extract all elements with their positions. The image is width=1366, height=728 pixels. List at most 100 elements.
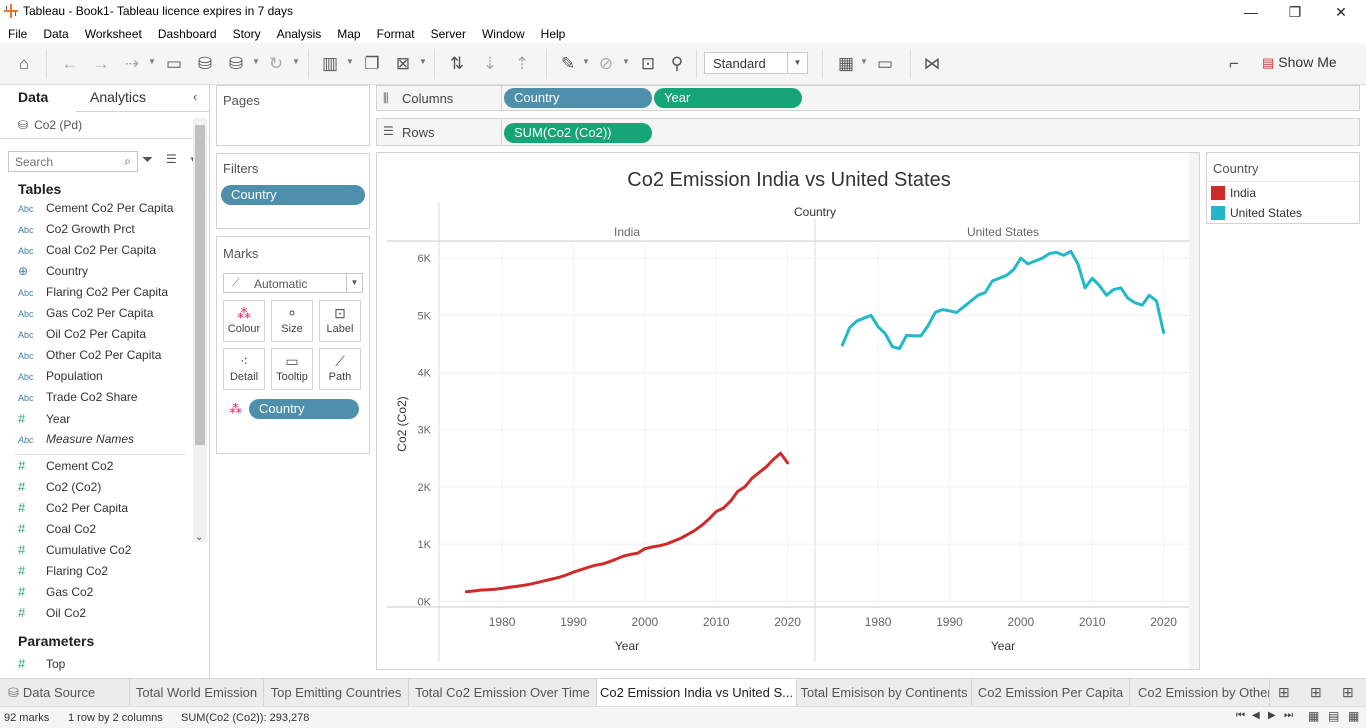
label-button[interactable]: ⊡ Label [319, 300, 361, 342]
measure-field[interactable]: # Oil Co2 [18, 605, 188, 626]
dimension-field[interactable]: Abc Trade Co2 Share [18, 390, 188, 411]
measure-field[interactable]: # Cumulative Co2 [18, 542, 188, 563]
pin-icon[interactable]: ⚲ [670, 54, 684, 73]
refresh-icon[interactable]: ↻ [268, 54, 284, 73]
menu-server[interactable]: Server [430, 27, 466, 41]
tooltip-button[interactable]: ▭ Tooltip [271, 348, 313, 390]
chevron-down-icon[interactable]: ▼ [582, 57, 590, 66]
tab-total-emission-by-continents[interactable]: Total Emisison by Continents [797, 679, 972, 707]
scroll-down-icon[interactable]: ⌄ [195, 532, 204, 543]
menu-map[interactable]: Map [337, 27, 361, 41]
tab-analytics[interactable]: Analytics [90, 89, 147, 105]
dimension-field[interactable]: Abc Other Co2 Per Capita [18, 348, 188, 369]
viz-scrollbar[interactable] [1189, 153, 1199, 669]
legend-item-united-states[interactable]: United States [1211, 206, 1302, 220]
tab-co2-per-capita[interactable]: Co2 Emission Per Capita [972, 679, 1130, 707]
chevron-down-icon[interactable]: ▼ [860, 57, 868, 66]
swap-axes-icon[interactable]: ⇅ [449, 54, 465, 73]
dimension-field[interactable]: Abc Cement Co2 Per Capita [18, 201, 188, 222]
line-chart[interactable]: Co2 Emission India vs United States Coun… [377, 153, 1199, 669]
search-field[interactable]: ⌕ [8, 151, 138, 172]
tab-co2-india-vs-us[interactable]: Co2 Emission India vs United S... [597, 679, 797, 707]
previous-sheet-icon[interactable]: ◀ [1252, 710, 1260, 721]
group-icon[interactable]: ⊘ [598, 54, 614, 73]
menu-file[interactable]: File [8, 27, 28, 41]
dimension-field[interactable]: Abc Coal Co2 Per Capita [18, 243, 188, 264]
new-worksheet-icon[interactable]: ⊞ [1278, 684, 1290, 700]
rows-shelf[interactable]: ☰ Rows SUM(Co2 (Co2)) [376, 118, 1360, 146]
chevron-down-icon[interactable]: ▼ [148, 57, 156, 66]
grid-view-icon[interactable]: ▦ [1348, 709, 1360, 723]
measure-field[interactable]: # Flaring Co2 [18, 563, 188, 584]
mark-type-select[interactable]: ⟋ Automatic ▼ [223, 273, 363, 293]
datasource-item[interactable]: ⛁ Co2 (Pd) [18, 118, 82, 132]
paint-roller-icon[interactable]: ⌐ [1229, 54, 1239, 73]
rows-pill-sum-co2[interactable]: SUM(Co2 (Co2)) [504, 123, 652, 143]
dimension-field[interactable]: Abc Population [18, 369, 188, 390]
dimension-field[interactable]: Abc Oil Co2 Per Capita [18, 327, 188, 348]
tab-co2-by-other[interactable]: Co2 Emission by Other F [1130, 679, 1270, 707]
chevron-down-icon[interactable]: ▼ [189, 155, 197, 164]
menu-data[interactable]: Data [43, 27, 69, 41]
presentation-icon[interactable]: ▭ [876, 54, 894, 73]
pages-card[interactable]: Pages [216, 85, 370, 146]
measure-field[interactable]: # Co2 (Co2) [18, 479, 188, 500]
visualization-area[interactable]: Co2 Emission India vs United States Coun… [376, 152, 1200, 670]
size-button[interactable]: ⚬ Size [271, 300, 313, 342]
tab-data[interactable]: Data [18, 89, 49, 105]
show-cards-icon[interactable]: ▦ [837, 54, 855, 73]
columns-shelf[interactable]: ⫼ Columns Country Year [376, 85, 1360, 111]
filter-pill-country[interactable]: Country [221, 185, 365, 205]
path-button[interactable]: ⟋ Path [319, 348, 361, 390]
save-icon[interactable]: ▭ [165, 54, 183, 73]
home-icon[interactable]: ⌂ [18, 54, 30, 73]
datasource-icon[interactable]: ⛁ [228, 54, 244, 73]
view-options-icon[interactable]: ☰ [166, 152, 177, 166]
measure-field[interactable]: # Cement Co2 [18, 458, 188, 479]
sort-descending-icon[interactable]: ⇡ [514, 54, 530, 73]
menu-help[interactable]: Help [540, 27, 566, 41]
measure-field[interactable]: # Gas Co2 [18, 584, 188, 605]
dimension-field[interactable]: ⊕ Country [18, 264, 188, 285]
menu-window[interactable]: Window [481, 27, 525, 41]
sort-ascending-icon[interactable]: ⇣ [482, 54, 498, 73]
duplicate-sheet-icon[interactable]: ❐ [364, 54, 380, 73]
tabs-view-icon[interactable]: ▤ [1328, 709, 1340, 723]
scrollbar-thumb[interactable] [195, 125, 205, 445]
fit-select[interactable]: Standard ▼ [704, 52, 808, 74]
chevron-down-icon[interactable]: ▼ [419, 57, 427, 66]
new-story-icon[interactable]: ⊞ [1342, 684, 1354, 700]
replay-icon[interactable]: ⇢ [124, 54, 140, 73]
menu-analysis[interactable]: Analysis [276, 27, 322, 41]
filmstrip-view-icon[interactable]: ▦ [1308, 709, 1320, 723]
clear-sheet-icon[interactable]: ⊠ [395, 54, 411, 73]
measure-field[interactable]: # Coal Co2 [18, 521, 188, 542]
chevron-down-icon[interactable]: ▼ [292, 57, 300, 66]
first-sheet-icon[interactable]: ⏮ [1236, 710, 1245, 721]
detail-button[interactable]: ⁖ Detail [223, 348, 265, 390]
tab-top-emitting-countries[interactable]: Top Emitting Countries [264, 679, 409, 707]
dimension-field[interactable]: Abc Co2 Growth Prct [18, 222, 188, 243]
dimension-field[interactable]: Abc Flaring Co2 Per Capita [18, 285, 188, 306]
minimize-button[interactable]: — [1244, 4, 1258, 20]
dimension-field[interactable]: # Year [18, 411, 188, 432]
legend-item-india[interactable]: India [1211, 186, 1256, 200]
show-me-button[interactable]: ▤ Show Me [1262, 54, 1337, 71]
chevron-down-icon[interactable]: ▼ [252, 57, 260, 66]
last-sheet-icon[interactable]: ⏭ [1284, 710, 1293, 721]
dimension-field[interactable]: Abc Measure Names [18, 432, 188, 453]
filters-card[interactable]: Filters Country [216, 153, 370, 229]
search-input[interactable] [9, 152, 109, 171]
collapse-pane-icon[interactable]: ‹ [193, 89, 198, 104]
parameter-item[interactable]: # Top [18, 656, 188, 677]
menu-dashboard[interactable]: Dashboard [157, 27, 217, 41]
redo-icon[interactable]: → [92, 54, 110, 73]
menu-story[interactable]: Story [232, 27, 261, 41]
measure-field[interactable]: # Co2 Per Capita [18, 500, 188, 521]
columns-pill-year[interactable]: Year [654, 88, 802, 108]
show-labels-icon[interactable]: ⊡ [640, 54, 656, 73]
chevron-down-icon[interactable]: ▼ [622, 57, 630, 66]
close-button[interactable]: ✕ [1335, 4, 1347, 20]
new-dashboard-icon[interactable]: ⊞ [1310, 684, 1322, 700]
highlight-icon[interactable]: ✎ [560, 54, 576, 73]
